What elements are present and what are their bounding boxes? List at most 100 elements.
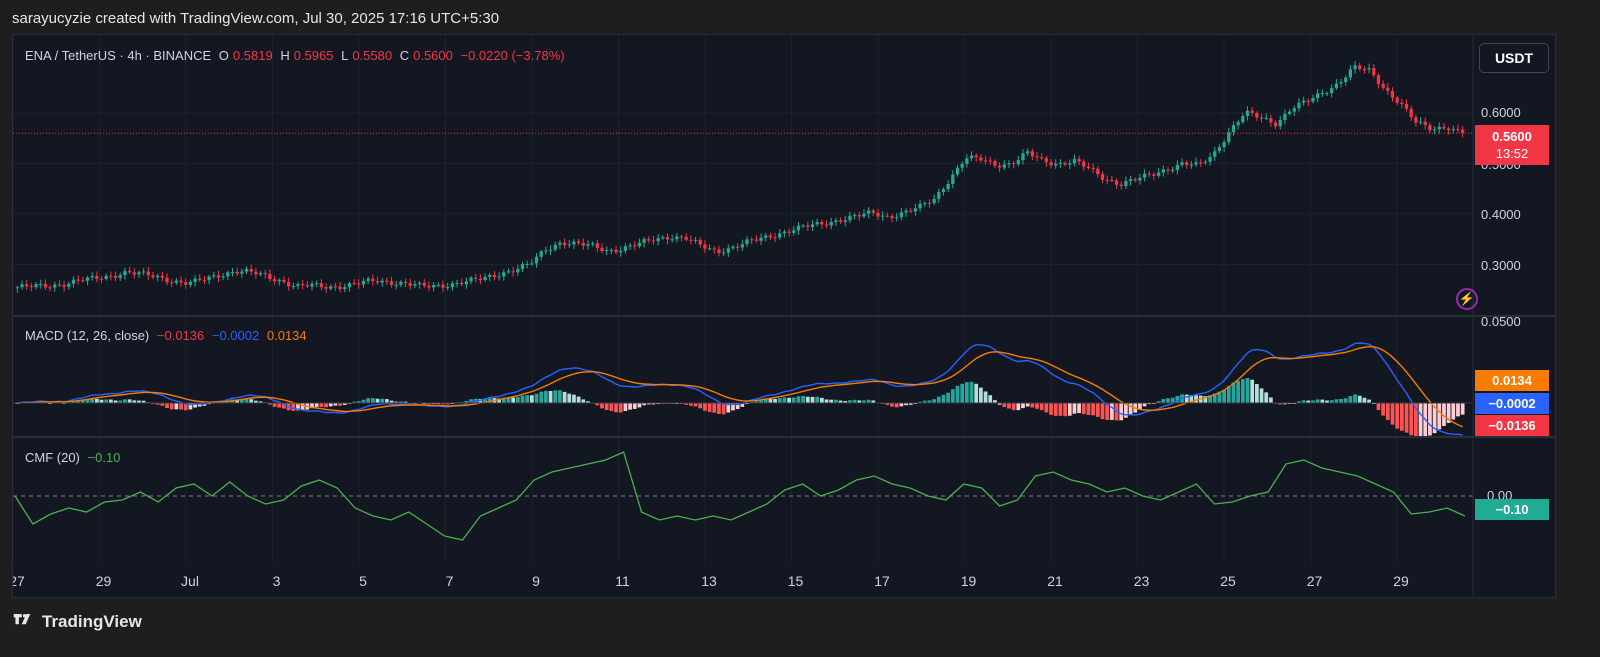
candle-body <box>1330 88 1334 94</box>
macd-histogram-bar <box>85 398 90 403</box>
macd-histogram-bar <box>277 403 282 408</box>
candle-body <box>371 278 375 282</box>
time-tick: 19 <box>960 573 977 589</box>
candle-body <box>1227 132 1231 143</box>
macd-histogram-bar <box>791 397 796 403</box>
macd-histogram-bar <box>235 399 240 403</box>
candle-body <box>464 281 469 285</box>
currency-button[interactable]: USDT <box>1479 43 1549 73</box>
macd-histogram-bar <box>964 382 969 403</box>
candle-body <box>745 239 749 245</box>
macd-histogram-bar <box>179 403 183 410</box>
macd-histogram-bar <box>1418 403 1423 437</box>
candle-body <box>881 215 885 217</box>
signal-value: 0.0134 <box>266 328 307 343</box>
candle-body <box>1171 169 1175 171</box>
macd-histogram-bar <box>1409 403 1414 436</box>
candle-body <box>885 215 889 217</box>
candle-body <box>1400 102 1404 104</box>
macd-histogram-bar <box>1208 395 1212 403</box>
macd-histogram-bar <box>389 400 394 403</box>
candle-body <box>109 275 113 277</box>
macd-histogram-bar <box>1362 397 1367 403</box>
candle-body <box>380 280 384 283</box>
candle-body <box>1273 122 1278 127</box>
macd-histogram-bar <box>721 403 726 415</box>
candle-body <box>619 250 623 253</box>
candle-body <box>927 203 932 205</box>
candle-body <box>1250 110 1254 113</box>
candle-body <box>932 198 936 204</box>
macd-histogram-bar <box>918 401 922 403</box>
time-tick: 25 <box>1220 573 1236 589</box>
macd-histogram-bar <box>525 395 530 403</box>
macd-histogram-bar <box>1250 379 1255 403</box>
candle-body <box>843 220 847 222</box>
candle-body <box>184 282 188 285</box>
macd-tick: 0.0500 <box>1481 314 1521 329</box>
macd-histogram-bar <box>534 393 539 403</box>
cmf-label[interactable]: CMF (20) <box>25 450 80 465</box>
macd-histogram-bar <box>922 400 927 403</box>
macd-histogram-bar <box>979 387 983 403</box>
macd-histogram-bar <box>604 403 609 411</box>
macd-histogram-bar <box>1460 403 1465 415</box>
candle-body <box>1185 162 1189 165</box>
macd-histogram-bar <box>483 398 487 403</box>
macd-histogram-bar <box>501 397 506 403</box>
candle-body <box>118 275 122 278</box>
macd-histogram-bar <box>1226 385 1231 403</box>
candle-body <box>909 210 913 212</box>
candle-body <box>113 275 118 278</box>
candle-body <box>1259 117 1264 119</box>
candle-body <box>258 273 263 275</box>
candle-body <box>544 250 548 252</box>
candle-body <box>871 210 875 213</box>
macd-label[interactable]: MACD (12, 26, close) <box>25 328 150 343</box>
candle-body <box>937 192 941 199</box>
macd-histogram-bar <box>1124 403 1128 418</box>
alert-bolt-icon[interactable]: ⚡ <box>1456 288 1478 310</box>
macd-histogram-bar <box>1184 394 1189 403</box>
candle-body <box>904 210 908 213</box>
candle-body <box>1241 115 1245 123</box>
symbol-label[interactable]: ENA / TetherUS · 4h · BINANCE <box>25 48 212 63</box>
candle-body <box>226 272 230 277</box>
candle-body <box>946 183 950 190</box>
macd-histogram-bar <box>155 403 160 405</box>
candle-body <box>1283 113 1287 120</box>
chart-canvas[interactable] <box>13 35 1556 598</box>
macd-histogram-bar <box>244 398 249 403</box>
macd-histogram-bar <box>950 389 955 403</box>
candle-body <box>647 239 651 241</box>
macd-histogram-bar <box>160 403 165 406</box>
macd-histogram-bar <box>777 398 782 403</box>
candle-body <box>572 241 576 245</box>
macd-histogram-bar <box>866 399 871 403</box>
candle-body <box>85 277 90 281</box>
candle-body <box>567 244 571 246</box>
candle-body <box>385 280 389 282</box>
candle-body <box>207 276 211 281</box>
macd-histogram-bar <box>384 399 389 403</box>
candle-body <box>329 286 333 289</box>
macd-hist-value: −0.0136 <box>156 328 205 343</box>
candle-body <box>474 277 478 279</box>
candle-body <box>34 284 38 288</box>
macd-histogram-bar <box>1119 403 1124 421</box>
macd-histogram-bar <box>151 403 155 405</box>
macd-histogram-bar <box>1077 403 1081 414</box>
macd-histogram-bar <box>707 403 712 412</box>
candle-body <box>1142 173 1147 178</box>
macd-histogram-bar <box>684 403 689 405</box>
macd-histogram-bar <box>651 403 656 405</box>
macd-histogram-bar <box>1030 403 1035 408</box>
candle-body <box>268 273 272 280</box>
candle-body <box>1320 93 1324 95</box>
macd-histogram-bar <box>544 390 548 403</box>
macd-histogram-bar <box>834 399 838 403</box>
macd-histogram-bar <box>99 399 104 403</box>
macd-histogram-bar <box>993 400 997 403</box>
macd-histogram-bar <box>740 403 745 407</box>
